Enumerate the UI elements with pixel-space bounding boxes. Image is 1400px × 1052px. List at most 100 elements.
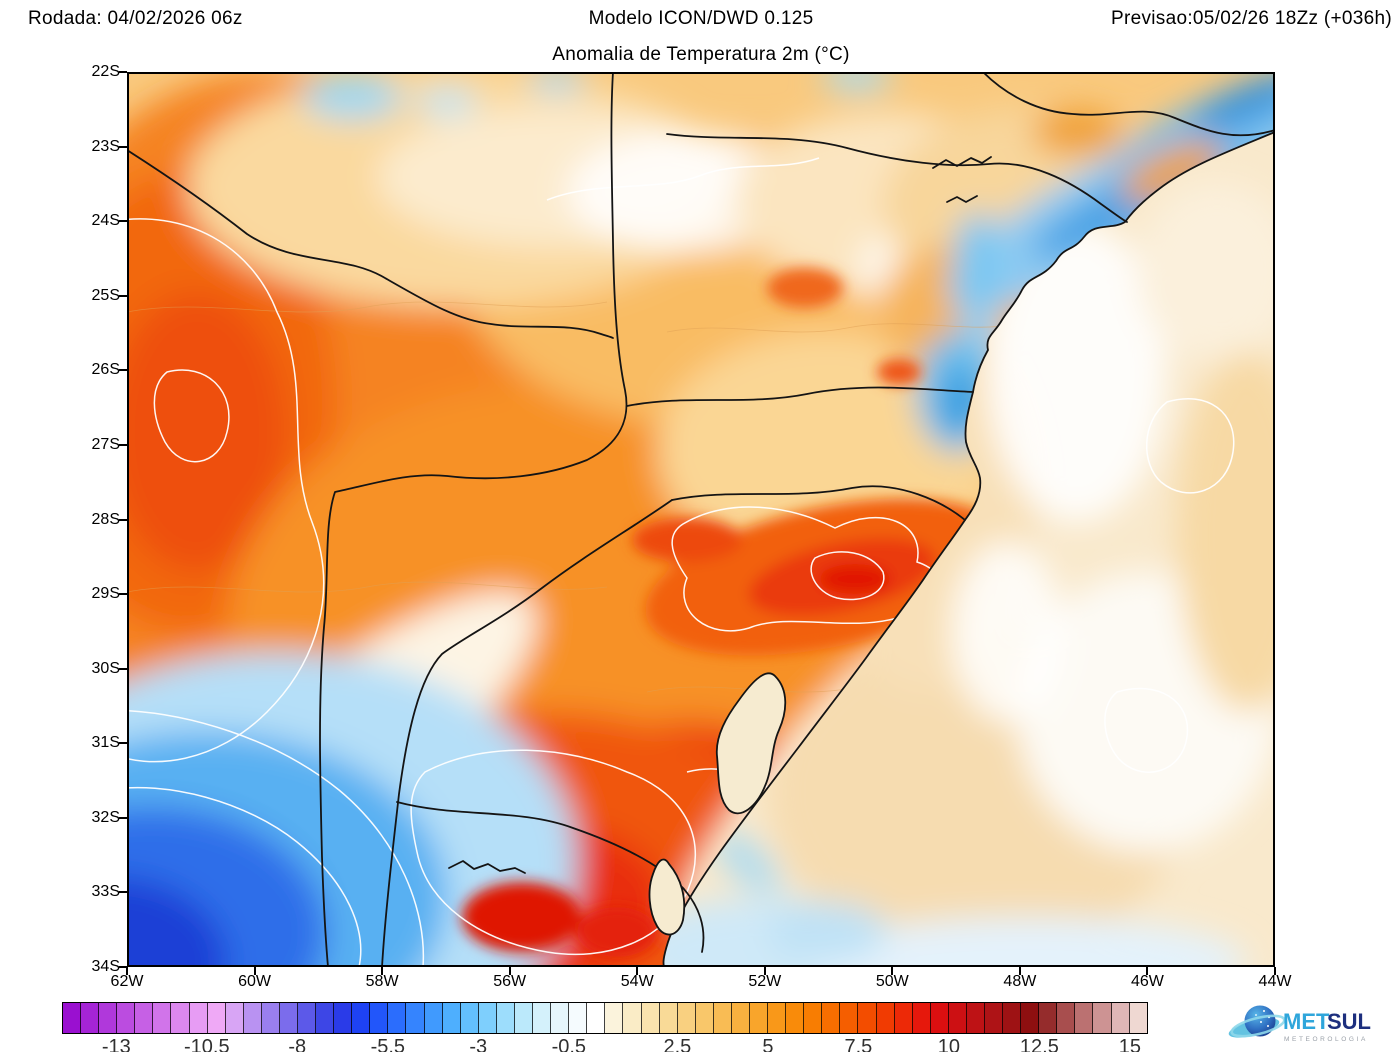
lat-tick-mark <box>119 294 127 297</box>
colorbar-segment <box>912 1003 931 1033</box>
colorbar-segment <box>659 1003 678 1033</box>
colorbar-segment <box>424 1003 443 1033</box>
colorbar-segment <box>243 1003 262 1033</box>
logo-text-met: MET <box>1283 1009 1330 1034</box>
forecast-label: Previsao:05/02/26 18Zz (+036h) <box>1111 8 1392 29</box>
colorbar-segment <box>225 1003 244 1033</box>
run-label: Rodada: 04/02/2026 06z <box>28 8 243 29</box>
lat-tick-mark <box>119 369 127 372</box>
lon-tick-label: 56W <box>493 973 527 990</box>
lat-tick-label: 26S <box>91 361 120 379</box>
logo-globe <box>1244 1005 1276 1037</box>
lat-tick-label: 25S <box>91 286 120 304</box>
colorbar-segment <box>894 1003 913 1033</box>
colorbar-segment <box>189 1003 208 1033</box>
colorbar-segment <box>81 1003 100 1033</box>
lon-tick-mark <box>1146 967 1149 975</box>
colorbar-segment <box>822 1003 841 1033</box>
colorbar-segment <box>261 1003 280 1033</box>
colorbar-segment <box>1021 1003 1040 1033</box>
logo-text-sul: SUL <box>1327 1009 1371 1034</box>
colorbar-segment <box>551 1003 570 1033</box>
colorbar-tick-label: -0.5 <box>551 1036 587 1052</box>
colorbar-segment <box>641 1003 660 1033</box>
colorbar-segment <box>587 1003 606 1033</box>
colorbar-tick-label: -8 <box>288 1036 307 1052</box>
colorbar-segment <box>623 1003 642 1033</box>
colorbar-segment <box>749 1003 769 1033</box>
colorbar-segment <box>533 1003 552 1033</box>
lat-tick-label: 32S <box>91 808 120 826</box>
lat-tick-label: 27S <box>91 435 120 453</box>
colorbar-segment <box>171 1003 190 1033</box>
colorbar-segment <box>677 1003 696 1033</box>
logo-ring <box>1230 1014 1286 1038</box>
map-plot-area <box>127 72 1275 967</box>
colorbar-segment <box>316 1003 335 1033</box>
lat-tick-label: 23S <box>91 137 120 155</box>
lon-tick-mark <box>763 967 766 975</box>
colorbar-segment <box>117 1003 136 1033</box>
lat-tick-label: 33S <box>91 883 120 901</box>
colorbar-segment <box>1111 1003 1130 1033</box>
colorbar-tick-label: 12.5 <box>1019 1036 1059 1052</box>
lat-tick-label: 30S <box>91 659 120 677</box>
colorbar-segment <box>298 1003 317 1033</box>
logo-subtitle: METEOROLOGIA <box>1284 1036 1368 1043</box>
lat-tick-label: 34S <box>91 958 120 975</box>
lon-tick-mark <box>126 967 128 975</box>
lon-tick-mark <box>636 967 639 975</box>
colorbar-segment <box>1039 1003 1058 1033</box>
colorbar-segment <box>768 1003 787 1033</box>
colorbar-segment <box>207 1003 226 1033</box>
lon-tick-mark <box>1274 967 1276 975</box>
colorbar-segment <box>605 1003 624 1033</box>
colorbar-segment <box>840 1003 859 1033</box>
lat-tick-mark <box>119 518 127 521</box>
colorbar-segment <box>731 1003 750 1033</box>
colorbar-tick-label: 7.5 <box>844 1036 873 1052</box>
lat-tick-mark <box>119 891 127 894</box>
lon-tick-label: 58W <box>365 973 399 990</box>
metsul-logo: MET SUL METEOROLOGIA <box>1228 996 1396 1050</box>
colorbar-segment <box>370 1003 389 1033</box>
colorbar-segment <box>876 1003 895 1033</box>
colorbar-segment <box>496 1003 515 1033</box>
colorbar-segment <box>948 1003 967 1033</box>
colorbar-tick-label: -13 <box>101 1036 131 1052</box>
lat-tick-label: 24S <box>91 212 120 230</box>
colorbar-tick-label: 2.5 <box>663 1036 692 1052</box>
colorbar-segment <box>695 1003 714 1033</box>
lon-tick-mark <box>253 967 256 975</box>
colorbar-segment <box>1129 1003 1147 1033</box>
lon-tick-label: 52W <box>748 973 782 990</box>
colorbar-tick-label: 15 <box>1118 1036 1142 1052</box>
colorbar-segment <box>442 1003 461 1033</box>
colorbar-segment <box>514 1003 534 1033</box>
lat-tick-mark <box>119 966 127 968</box>
colorbar-segment <box>99 1003 118 1033</box>
lon-tick-mark <box>1018 967 1021 975</box>
lat-tick-label: 29S <box>91 585 120 603</box>
lat-tick-label: 31S <box>91 734 120 752</box>
lat-tick-mark <box>119 71 127 73</box>
lat-tick-label: 22S <box>91 63 120 80</box>
lat-tick-mark <box>119 816 127 819</box>
colorbar-tick-label: 10 <box>937 1036 961 1052</box>
plot-title: Anomalia de Temperatura 2m (°C) <box>552 44 850 65</box>
lat-tick-mark <box>119 742 127 745</box>
lon-tick-mark <box>508 967 511 975</box>
anomaly-map-graphic <box>127 72 1275 967</box>
colorbar-segment <box>569 1003 588 1033</box>
lon-tick-label: 48W <box>1003 973 1037 990</box>
lat-tick-mark <box>119 145 127 148</box>
colorbar-segment <box>352 1003 371 1033</box>
model-label: Modelo ICON/DWD 0.125 <box>588 8 814 29</box>
colorbar-segment <box>966 1003 985 1033</box>
lon-tick-label: 62W <box>110 973 144 990</box>
lon-tick-label: 50W <box>875 973 909 990</box>
colorbar <box>62 1002 1148 1034</box>
colorbar-segment <box>1075 1003 1094 1033</box>
lon-tick-label: 46W <box>1130 973 1164 990</box>
